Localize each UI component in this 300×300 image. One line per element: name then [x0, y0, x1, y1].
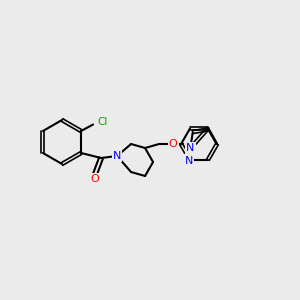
Text: O: O [169, 139, 177, 149]
Text: N: N [185, 156, 193, 166]
Text: O: O [91, 174, 99, 184]
Text: N: N [113, 151, 121, 161]
Text: Cl: Cl [97, 117, 107, 127]
Text: N: N [186, 143, 194, 153]
